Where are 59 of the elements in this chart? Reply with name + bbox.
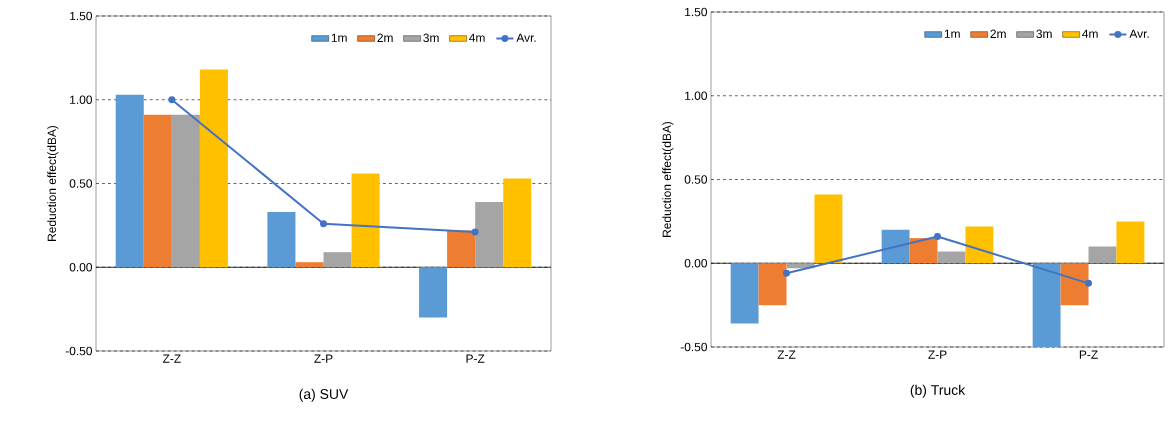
bar <box>295 262 324 268</box>
legend-label: Avr. <box>1129 29 1149 38</box>
bar <box>965 226 994 264</box>
y-tick-label: -0.50 <box>65 346 93 356</box>
y-tick-label: 1.00 <box>70 95 93 104</box>
y-tick-label: 0.50 <box>684 175 708 184</box>
y-tick-label: 0.50 <box>69 179 93 188</box>
y-tick-label: 1.00 <box>685 91 708 100</box>
x-tick-label: Z-Z <box>162 354 181 363</box>
bar <box>267 211 296 268</box>
x-tick-label: Z-P <box>928 350 947 359</box>
legend-label: 2m <box>377 33 393 42</box>
legend-label: 3m <box>1036 29 1052 39</box>
bar <box>475 201 504 268</box>
bar <box>447 230 476 268</box>
legend-label: Avr. <box>516 33 536 42</box>
legend-label: 3m <box>423 33 439 43</box>
bar <box>1060 263 1089 306</box>
bar <box>503 178 532 268</box>
y-tick-label: 1.50 <box>70 11 93 21</box>
x-tick-label: Z-Z <box>777 350 796 359</box>
bar <box>814 194 843 264</box>
point <box>934 232 941 240</box>
bar <box>1088 246 1117 264</box>
bar <box>1032 263 1061 347</box>
bar <box>199 69 228 268</box>
y-tick-label: 0.00 <box>69 263 93 272</box>
point <box>783 269 790 277</box>
bar <box>351 173 380 268</box>
y-axis-title: Reduction effect(dBA) <box>47 125 59 241</box>
bar <box>419 267 448 318</box>
bar <box>115 94 144 268</box>
legend-label: 1m <box>944 29 960 38</box>
point <box>1085 279 1092 287</box>
x-tick-label: P-Z <box>1079 350 1098 359</box>
legend-label: 1m <box>331 33 347 42</box>
bar <box>323 252 352 268</box>
text: (b) Truck <box>910 384 966 398</box>
text: (a) SUV <box>299 388 349 402</box>
bar <box>1116 221 1145 264</box>
legend-label: 4m <box>1082 29 1098 38</box>
bar <box>171 114 200 268</box>
legend-label: 2m <box>990 29 1006 38</box>
point <box>320 220 327 228</box>
y-tick-label: -0.50 <box>680 342 708 352</box>
bar <box>881 229 910 264</box>
point <box>168 96 176 104</box>
bar <box>758 263 787 306</box>
bar <box>143 114 172 268</box>
x-tick-label: Z-P <box>314 354 333 363</box>
bar <box>909 238 938 264</box>
y-tick-label: 0.00 <box>684 259 708 268</box>
x-tick-label: P-Z <box>466 354 485 363</box>
y-axis-title: Reduction effect(dBA) <box>662 121 674 237</box>
bar <box>730 263 759 324</box>
y-tick-label: 1.50 <box>685 7 708 17</box>
bar <box>937 251 966 264</box>
point <box>471 228 479 236</box>
legend-label: 4m <box>469 33 485 42</box>
